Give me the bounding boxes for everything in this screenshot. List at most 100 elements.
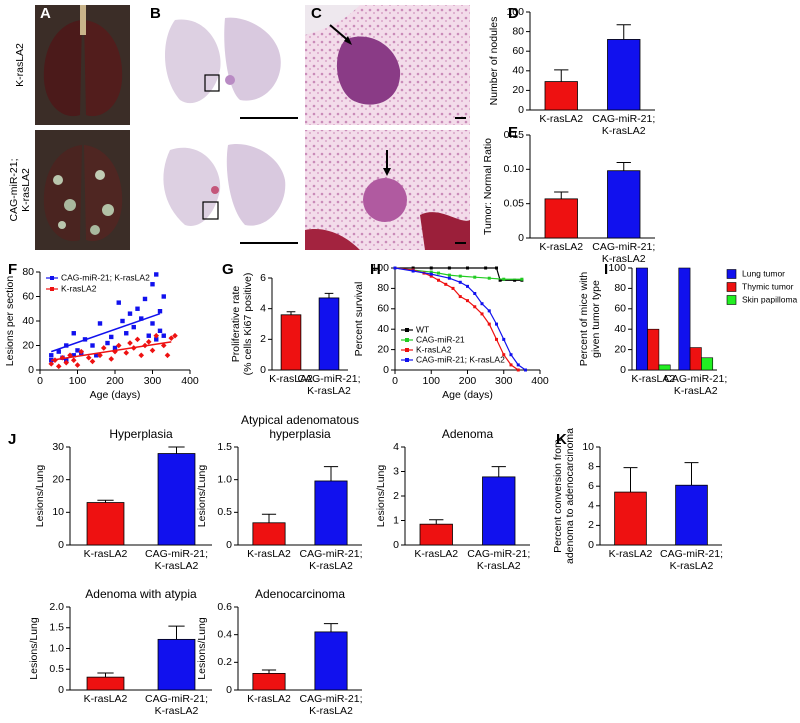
y-axis-label: Proliferative rate(% cells Ki67 positive… [230, 273, 254, 376]
point [97, 321, 103, 326]
censor-mark [513, 278, 517, 282]
bar [252, 522, 286, 546]
x-tick-label: CAG-miR-21; K-rasLA2 [299, 693, 362, 717]
bar [689, 347, 702, 371]
chart-title: Atypical adenomatous hyperplasia [241, 413, 359, 441]
censor-mark [447, 276, 451, 280]
point [149, 347, 156, 354]
error-bar [97, 672, 114, 678]
y-tick-label: 20 [512, 84, 524, 96]
y-tick-label: 40 [614, 323, 626, 335]
survival-line [394, 267, 519, 371]
error-bar [554, 69, 569, 82]
point [123, 350, 130, 356]
bar [544, 81, 578, 111]
y-tick-label: 4 [260, 302, 266, 314]
y-tick-label: 0 [226, 684, 232, 696]
error-bar [324, 292, 334, 298]
censor-mark [502, 337, 506, 341]
x-tick-label: K-rasLA2 [269, 373, 313, 385]
point [139, 316, 144, 321]
censor-mark [524, 368, 527, 372]
error-bar [429, 519, 444, 525]
bar [701, 357, 714, 371]
point [74, 362, 81, 368]
y-axis-label: Lesions/Lung [375, 465, 387, 528]
bar [607, 170, 641, 239]
y-tick-label: 0 [620, 364, 626, 376]
x-tick-label: K-rasLA2 [247, 693, 291, 705]
point [94, 353, 99, 358]
y-tick-label: 80 [22, 266, 34, 278]
panel-letter: E [508, 124, 518, 141]
y-tick-label: 20 [22, 339, 34, 351]
censor-mark [495, 337, 498, 341]
bar [318, 297, 340, 371]
y-tick-label: 0 [588, 539, 594, 551]
point [48, 361, 55, 367]
y-tick-label: 20 [52, 473, 64, 485]
x-tick-label: CAG-miR-21; K-rasLA2 [592, 113, 655, 137]
survival-line [395, 267, 522, 281]
point [150, 321, 155, 326]
point [108, 356, 115, 362]
y-tick-label: 10 [52, 506, 64, 518]
point [157, 309, 163, 314]
censor-mark [458, 274, 462, 278]
legend-label: K-rasLA2 [61, 283, 97, 293]
panel-letter: J [8, 431, 16, 448]
point [154, 337, 159, 342]
censor-mark [480, 302, 484, 306]
censor-mark [437, 271, 440, 275]
error-bar [168, 625, 185, 640]
x-tick-label: 100 [422, 375, 440, 387]
y-tick-label: 40 [512, 65, 524, 77]
legend-label: Skin papilloma [742, 294, 798, 304]
trend-line [51, 341, 172, 361]
y-axis-label: Lesions/Lung [196, 465, 208, 528]
panel-letter: B [150, 5, 161, 22]
censor-mark [411, 266, 415, 270]
x-tick-label: K-rasLA2 [609, 548, 653, 560]
y-tick-label: 60 [22, 290, 34, 302]
bar [86, 676, 125, 691]
y-tick-label: 80 [614, 282, 626, 294]
row-label: CAG-miR-21;K-rasLA2 [8, 158, 32, 221]
point [105, 340, 110, 346]
y-tick-label: 30 [52, 441, 64, 453]
legend-label: Thymic tumor [742, 281, 794, 291]
censor-mark [509, 353, 513, 357]
y-tick-label: 100 [371, 262, 389, 274]
legend-marker [405, 358, 409, 362]
point [78, 348, 85, 355]
censor-mark [458, 280, 462, 284]
y-tick-label: 0.05 [504, 197, 525, 209]
censor-mark [466, 299, 469, 303]
y-tick-label: 4 [588, 500, 594, 512]
error-bar [554, 191, 569, 199]
legend-label: CAG-miR-21 [416, 334, 465, 344]
y-tick-label: 0.4 [217, 628, 232, 640]
censor-mark [480, 312, 484, 316]
point [71, 353, 76, 358]
bar [419, 523, 453, 546]
y-tick-label: 0 [383, 364, 389, 376]
x-tick-label: CAG-miR-21; K-rasLA2 [592, 241, 655, 265]
point [161, 294, 166, 299]
x-tick-label: CAG-miR-21; K-rasLA2 [145, 693, 208, 717]
point [135, 306, 140, 311]
censor-mark [473, 305, 477, 309]
point [150, 282, 155, 287]
point [89, 358, 96, 365]
censor-mark [411, 269, 415, 273]
censor-mark [473, 292, 477, 295]
error-bar [323, 623, 339, 632]
y-tick-label: 0 [518, 232, 524, 244]
y-axis-label: Lesions/Lung [34, 465, 46, 528]
censor-mark [487, 276, 491, 280]
y-tick-label: 40 [377, 323, 389, 335]
y-tick-label: 1.0 [49, 642, 64, 654]
point [75, 348, 80, 353]
y-tick-label: 2 [588, 519, 594, 531]
